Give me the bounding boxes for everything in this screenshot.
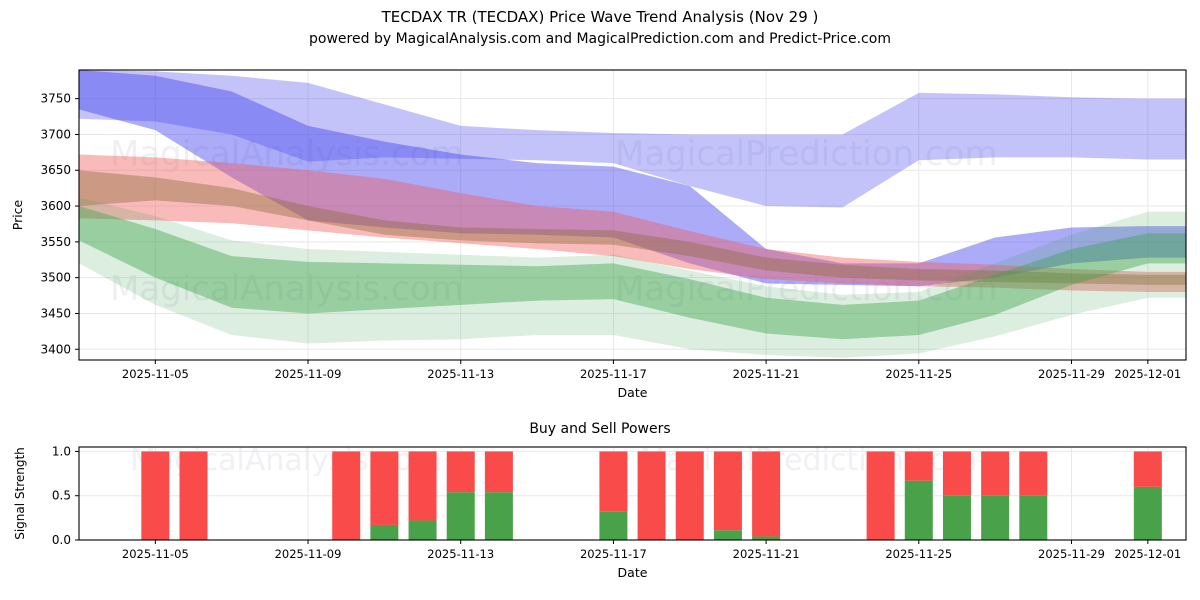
price-band-green-support-band-outer [79,197,1186,358]
signal-y-axis: 0.0 0.5 1.0 [52,444,79,547]
signal-bar-sell [866,451,895,540]
signal-bar-sell [484,451,513,493]
price-x-tick-label: 2025-11-29 [1038,367,1105,381]
price-watermark-group: MagicalAnalysis.com MagicalPrediction.com… [110,134,998,309]
price-chart-svg: MagicalAnalysis.com MagicalPrediction.com… [10,69,1187,400]
signal-bar-buy [408,520,437,540]
signal-bar-sell [942,451,971,496]
price-x-tick-label: 2025-11-09 [275,367,342,381]
watermark-text: MagicalAnalysis.com [110,134,464,174]
page-title: TECDAX TR (TECDAX) Price Wave Trend Anal… [381,8,819,26]
signal-x-tick-label: 2025-11-25 [885,547,952,561]
signal-y-axis-title: Signal Strength [13,447,27,540]
signal-bar-sell [179,451,208,540]
signal-x-tick-label: 2025-12-01 [1114,547,1181,561]
price-band-red-resistance-band [79,154,1186,292]
price-gridlines [79,70,1186,360]
signal-chart-panel: Buy and Sell Powers MagicalAnalysis.com Ma… [0,415,1200,600]
signal-bar-sell [446,451,475,493]
signal-bar-buy [1133,486,1162,540]
price-x-tick-label: 2025-11-25 [885,367,952,381]
watermark-text: MagicalAnalysis.com [110,269,464,309]
price-band-upper-blue-resistance-band [79,70,1186,208]
price-plot-frame [78,69,1187,361]
price-y-tick-label: 3600 [40,199,71,213]
price-band-group [79,70,1186,358]
price-x-tick-label: 2025-11-13 [427,367,494,381]
signal-bar-sell [370,451,399,525]
price-y-tick-label: 3700 [40,127,71,141]
price-y-axis-title: Price [10,199,25,230]
signal-bar-sell [1133,451,1162,487]
watermark-text: MagicalPrediction.com [615,134,998,174]
price-plot-background [79,70,1186,360]
signal-x-tick-label: 2025-11-13 [427,547,494,561]
signal-x-tick-label: 2025-11-05 [122,547,189,561]
price-x-tick-label: 2025-11-05 [122,367,189,381]
price-y-tick-label: 3400 [40,342,71,356]
signal-bar-buy [599,511,628,540]
price-y-tick-label: 3750 [40,92,71,106]
signal-bar-buy [942,495,971,540]
signal-bar-buy [981,495,1010,540]
signal-y-tick-label: 0.0 [52,533,71,547]
signal-bar-buy [752,536,781,540]
signal-bar-buy [713,530,742,540]
price-x-tick-label: 2025-11-21 [733,367,800,381]
price-y-tick-label: 3550 [40,235,71,249]
signal-bar-sell [599,451,628,512]
signal-bar-sell [408,451,437,521]
price-band-green-support-band-inner [79,206,1186,340]
signal-x-axis: 2025-11-05 2025-11-09 2025-11-13 2025-11-17… [122,540,1181,561]
price-x-tick-label: 2025-12-01 [1114,367,1181,381]
signal-bar-sell [141,451,170,540]
price-y-tick-label: 3450 [40,306,71,320]
price-y-axis: 3400 3450 3500 3550 3600 3650 3700 3750 [40,92,79,356]
watermark-text: MagicalPrediction.com [615,269,998,309]
signal-x-tick-label: 2025-11-17 [580,547,647,561]
signal-bar-sell [332,451,361,540]
price-y-tick-label: 3650 [40,163,71,177]
signal-bar-group [141,451,1162,540]
price-x-axis-title: Date [618,385,648,400]
signal-x-tick-label: 2025-11-29 [1038,547,1105,561]
signal-bar-sell [713,451,742,531]
signal-bar-buy [904,480,933,540]
signal-bar-buy [484,492,513,540]
signal-chart-title: Buy and Sell Powers [529,421,670,437]
signal-bar-buy [446,492,475,540]
signal-x-axis-title: Date [618,565,648,580]
price-band-mid-blue-trend-band [79,70,1186,287]
page-subtitle: powered by MagicalAnalysis.com and Magic… [309,31,891,47]
signal-x-tick-label: 2025-11-21 [733,547,800,561]
price-x-tick-label: 2025-11-17 [580,367,647,381]
signal-x-tick-label: 2025-11-09 [275,547,342,561]
price-x-axis: 2025-11-05 2025-11-09 2025-11-13 2025-11-17… [122,360,1181,381]
price-y-tick-label: 3500 [40,271,71,285]
signal-bar-buy [1019,495,1048,540]
signal-bar-sell [1019,451,1048,496]
signal-bar-sell [675,451,704,540]
price-chart-panel: MagicalAnalysis.com MagicalPrediction.com… [0,55,1200,400]
signal-bar-buy [370,524,399,540]
signal-bar-sell [981,451,1010,496]
signal-bar-sell [637,451,666,540]
signal-bar-sell [752,451,781,537]
signal-plot-frame [78,446,1187,541]
signal-y-tick-label: 0.5 [52,489,71,503]
signal-y-tick-label: 1.0 [52,444,71,458]
signal-bar-sell [904,451,933,481]
